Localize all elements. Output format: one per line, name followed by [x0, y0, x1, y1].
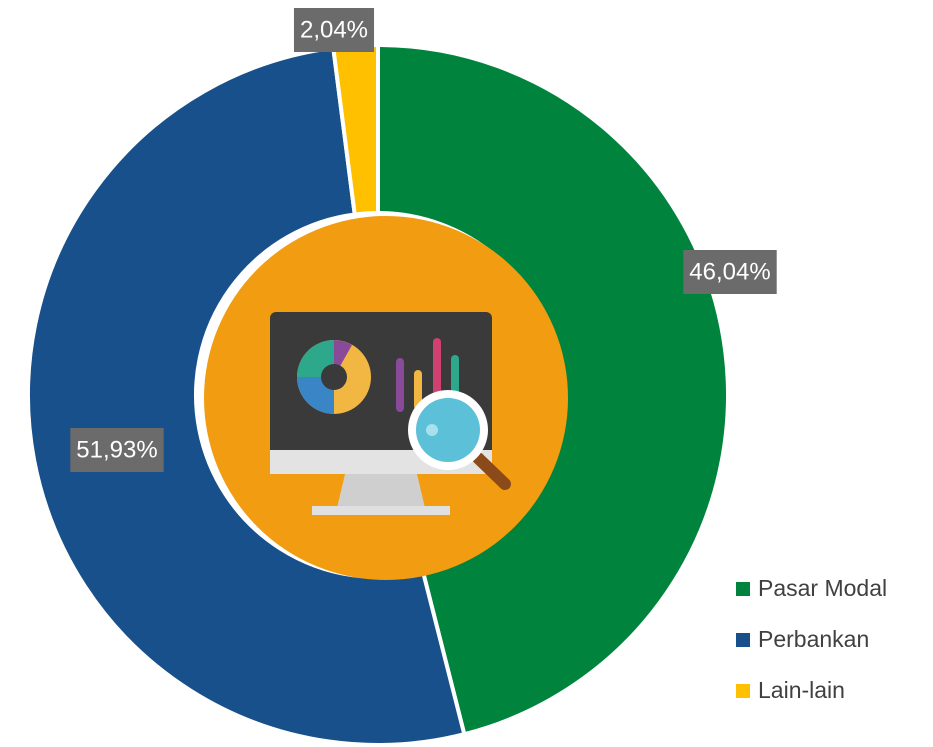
- legend-swatch: [736, 633, 750, 647]
- value-label-bg: [293, 8, 375, 52]
- legend-label: Lain-lain: [758, 677, 845, 703]
- value-label: 51,93%: [76, 436, 157, 463]
- value-label: 2,04%: [300, 16, 368, 43]
- legend-swatch: [736, 684, 750, 698]
- value-labels: 46,04% 51,93% 2,04%: [70, 8, 777, 472]
- legend-label: Pasar Modal: [758, 575, 887, 601]
- slice: [26, 45, 467, 747]
- legend-swatch: [736, 582, 750, 596]
- value-label-bg: [683, 250, 777, 294]
- value-label-bg: [70, 428, 164, 472]
- value-label: 46,04%: [689, 258, 770, 285]
- legend-label: Perbankan: [758, 626, 869, 652]
- monitor-icon: [270, 312, 511, 515]
- legend: Pasar Modal Perbankan Lain-lain: [736, 575, 887, 703]
